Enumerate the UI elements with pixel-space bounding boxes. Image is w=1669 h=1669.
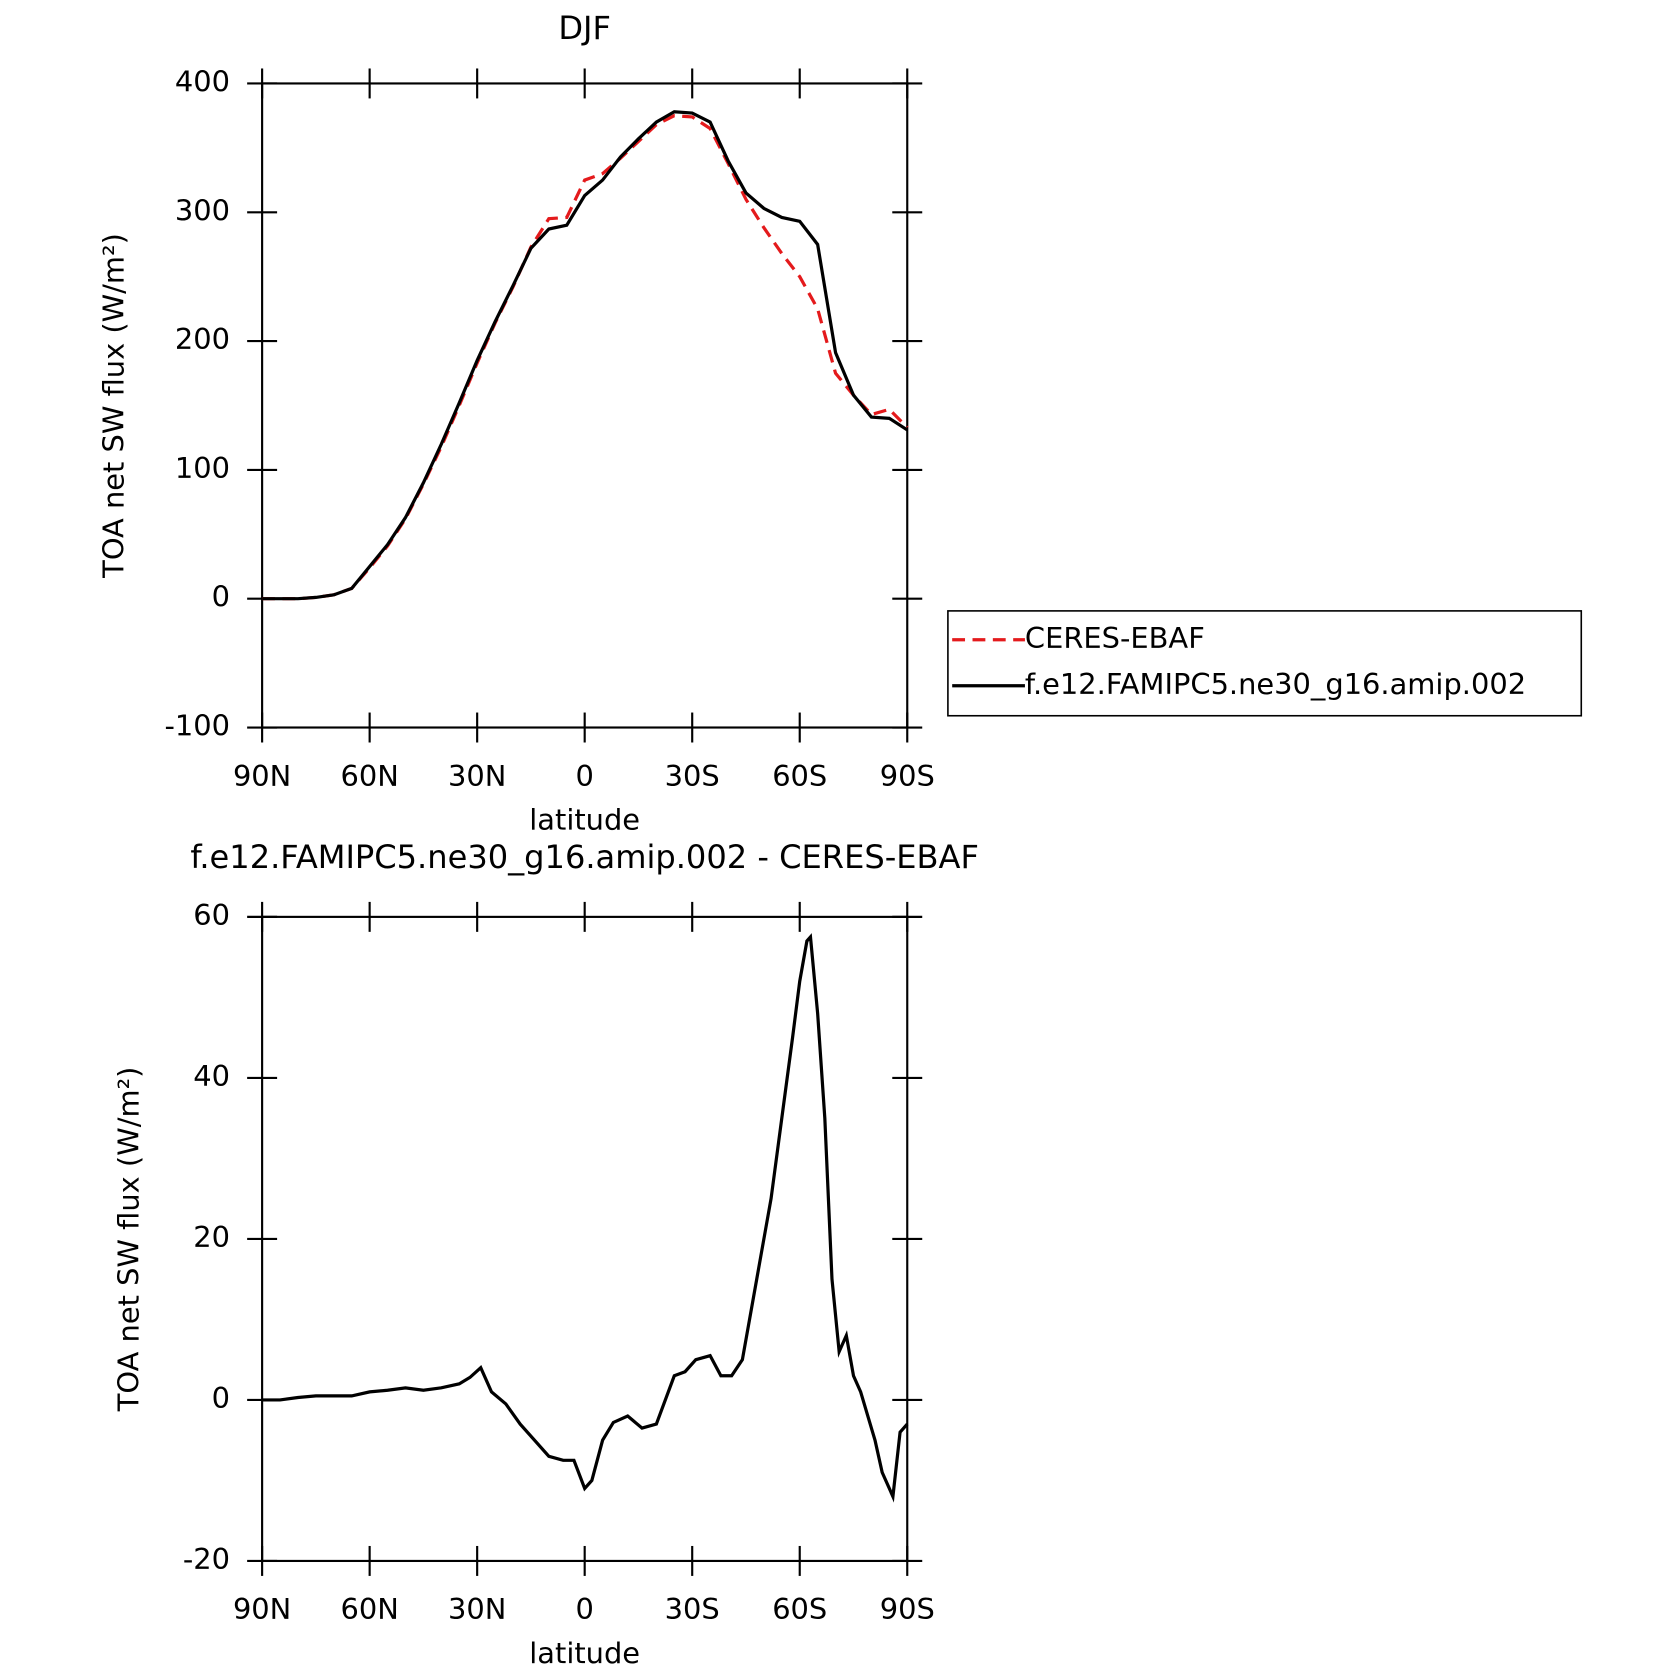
chart-title: f.e12.FAMIPC5.ne30_g16.amip.002 - CERES-… (190, 838, 979, 876)
legend-label: CERES-EBAF (1025, 621, 1205, 655)
x-tick-label: 90S (880, 759, 935, 793)
y-tick-label: 100 (175, 451, 230, 485)
y-tick-label: 0 (212, 580, 230, 614)
x-tick-label: 0 (575, 1592, 593, 1626)
x-tick-label: 30S (665, 1592, 720, 1626)
x-tick-label: 0 (575, 759, 593, 793)
legend-box (947, 610, 1583, 717)
x-tick-label: 90S (880, 1592, 935, 1626)
legend-label: f.e12.FAMIPC5.ne30_g16.amip.002 (1025, 667, 1526, 701)
data-line (262, 933, 909, 1503)
x-tick-label: 30N (448, 759, 506, 793)
data-line (262, 114, 909, 601)
y-tick-label: 20 (193, 1220, 230, 1254)
plot-frame (261, 915, 909, 1563)
x-axis-label: latitude (529, 1636, 640, 1669)
x-tick-label: 60S (772, 1592, 827, 1626)
x-tick-label: 30N (448, 1592, 506, 1626)
y-axis-label: TOA net SW flux (W/m²) (97, 233, 131, 579)
x-tick-label: 90N (233, 1592, 291, 1626)
x-axis-label: latitude (529, 803, 640, 837)
y-tick-label: 300 (175, 193, 230, 227)
x-tick-label: 30S (665, 759, 720, 793)
y-tick-label: -100 (164, 709, 230, 743)
y-axis-label: TOA net SW flux (W/m²) (112, 1067, 146, 1413)
x-tick-label: 60N (340, 1592, 398, 1626)
y-tick-label: 60 (193, 898, 230, 932)
x-tick-label: 60S (772, 759, 827, 793)
y-tick-label: 40 (193, 1059, 230, 1093)
y-tick-label: 200 (175, 322, 230, 356)
x-tick-label: 90N (233, 759, 291, 793)
y-tick-label: 0 (212, 1381, 230, 1415)
chart-title: DJF (558, 9, 611, 47)
data-line (262, 110, 909, 601)
y-tick-label: -20 (183, 1542, 230, 1576)
x-tick-label: 60N (340, 759, 398, 793)
y-tick-label: 400 (175, 64, 230, 98)
